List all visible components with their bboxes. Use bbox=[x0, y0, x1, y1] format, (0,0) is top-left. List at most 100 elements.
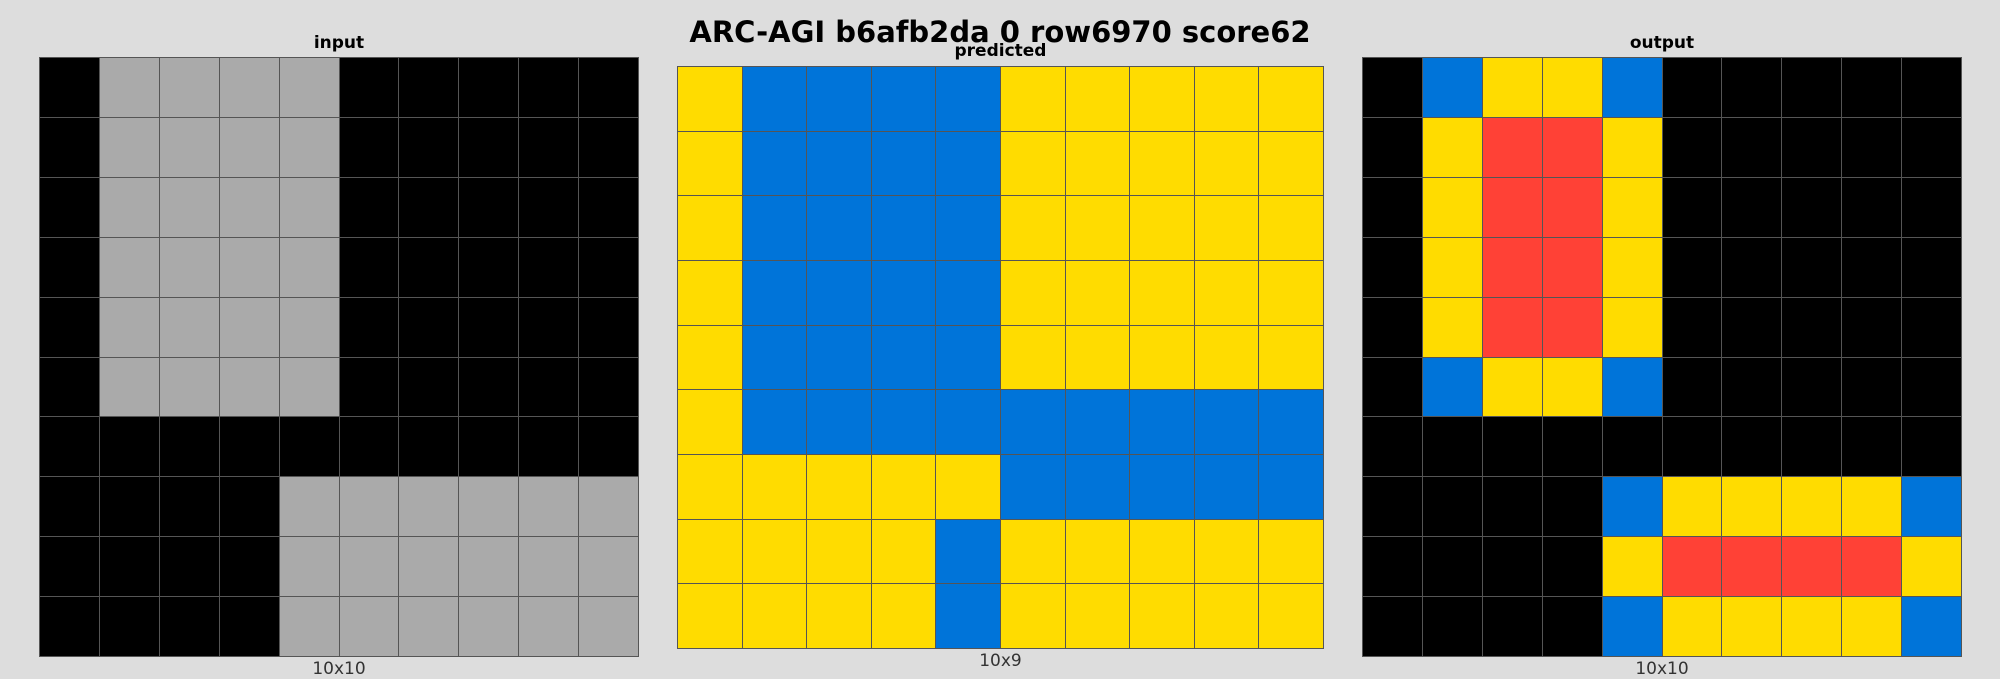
output-cell bbox=[1542, 357, 1602, 417]
input-cell bbox=[339, 417, 399, 477]
input-cell bbox=[159, 58, 219, 117]
output-cell bbox=[1482, 537, 1542, 597]
input-cell bbox=[579, 117, 638, 177]
predicted-cell bbox=[678, 196, 742, 260]
input-cell bbox=[159, 177, 219, 237]
output-cell bbox=[1782, 597, 1842, 656]
output-cell bbox=[1842, 237, 1902, 297]
output-cell bbox=[1722, 537, 1782, 597]
predicted-cell bbox=[1130, 325, 1194, 390]
input-cell bbox=[279, 297, 339, 357]
predicted-cell bbox=[1259, 584, 1323, 648]
input-cell bbox=[279, 417, 339, 477]
input-cell bbox=[99, 177, 159, 237]
output-cell bbox=[1482, 177, 1542, 237]
predicted-cell bbox=[1194, 519, 1259, 584]
output-panel-title: output bbox=[1629, 33, 1695, 53]
output-cell bbox=[1602, 477, 1662, 537]
predicted-cell bbox=[1130, 455, 1194, 519]
input-cell bbox=[99, 417, 159, 477]
output-cell bbox=[1902, 357, 1961, 417]
input-cell bbox=[339, 177, 399, 237]
predicted-cell bbox=[936, 325, 1000, 390]
predicted-cell bbox=[742, 455, 807, 519]
input-cell bbox=[339, 117, 399, 177]
predicted-cell bbox=[742, 390, 807, 454]
input-dims-label: 10x10 bbox=[312, 659, 366, 679]
input-cell bbox=[519, 58, 579, 117]
output-cell bbox=[1542, 117, 1602, 177]
output-cell bbox=[1782, 297, 1842, 357]
input-cell bbox=[519, 297, 579, 357]
input-cell bbox=[279, 117, 339, 177]
input-panel-title: input bbox=[313, 33, 365, 53]
input-cell bbox=[219, 597, 279, 656]
input-cell bbox=[459, 117, 519, 177]
input-cell bbox=[40, 237, 99, 297]
predicted-cell bbox=[1000, 67, 1065, 131]
input-cell bbox=[339, 537, 399, 597]
output-cell bbox=[1902, 297, 1961, 357]
predicted-cell bbox=[807, 196, 871, 260]
input-cell bbox=[279, 597, 339, 656]
output-cell bbox=[1363, 237, 1422, 297]
output-cell bbox=[1722, 477, 1782, 537]
output-cell bbox=[1602, 177, 1662, 237]
predicted-cell bbox=[742, 196, 807, 260]
output-cell bbox=[1602, 357, 1662, 417]
predicted-cell bbox=[1194, 455, 1259, 519]
input-cell bbox=[339, 477, 399, 537]
output-cell bbox=[1662, 357, 1722, 417]
output-cell bbox=[1842, 117, 1902, 177]
predicted-cell bbox=[807, 261, 871, 325]
output-cell bbox=[1662, 597, 1722, 656]
input-cell bbox=[519, 537, 579, 597]
predicted-cell bbox=[871, 584, 936, 648]
input-cell bbox=[159, 537, 219, 597]
input-cell bbox=[579, 537, 638, 597]
input-cell bbox=[99, 357, 159, 417]
predicted-cell bbox=[742, 584, 807, 648]
predicted-cell bbox=[742, 325, 807, 390]
input-cell bbox=[399, 297, 459, 357]
input-cell bbox=[219, 537, 279, 597]
output-cell bbox=[1722, 417, 1782, 477]
output-cell bbox=[1422, 58, 1482, 117]
input-cell bbox=[99, 58, 159, 117]
output-cell bbox=[1722, 597, 1782, 656]
predicted-cell bbox=[678, 455, 742, 519]
predicted-cell bbox=[678, 519, 742, 584]
predicted-cell bbox=[1065, 325, 1130, 390]
input-cell bbox=[99, 297, 159, 357]
input-cell bbox=[40, 597, 99, 656]
predicted-cell bbox=[1130, 131, 1194, 196]
output-cell bbox=[1422, 417, 1482, 477]
output-cell bbox=[1542, 417, 1602, 477]
input-cell bbox=[219, 477, 279, 537]
input-cell bbox=[399, 58, 459, 117]
predicted-cell bbox=[678, 325, 742, 390]
output-cell bbox=[1602, 537, 1662, 597]
predicted-cell bbox=[1000, 390, 1065, 454]
output-cell bbox=[1542, 58, 1602, 117]
output-cell bbox=[1422, 357, 1482, 417]
input-cell bbox=[159, 477, 219, 537]
input-grid bbox=[39, 57, 639, 657]
input-cell bbox=[579, 417, 638, 477]
predicted-cell bbox=[742, 67, 807, 131]
input-cell bbox=[399, 597, 459, 656]
input-cell bbox=[339, 357, 399, 417]
predicted-grid bbox=[677, 66, 1324, 649]
output-cell bbox=[1722, 58, 1782, 117]
output-cell bbox=[1602, 597, 1662, 656]
output-cell bbox=[1722, 297, 1782, 357]
input-cell bbox=[219, 117, 279, 177]
output-cell bbox=[1722, 357, 1782, 417]
output-cell bbox=[1902, 237, 1961, 297]
output-cell bbox=[1422, 477, 1482, 537]
predicted-cell bbox=[1194, 390, 1259, 454]
input-cell bbox=[40, 357, 99, 417]
input-cell bbox=[40, 477, 99, 537]
output-cell bbox=[1422, 117, 1482, 177]
input-cell bbox=[459, 237, 519, 297]
